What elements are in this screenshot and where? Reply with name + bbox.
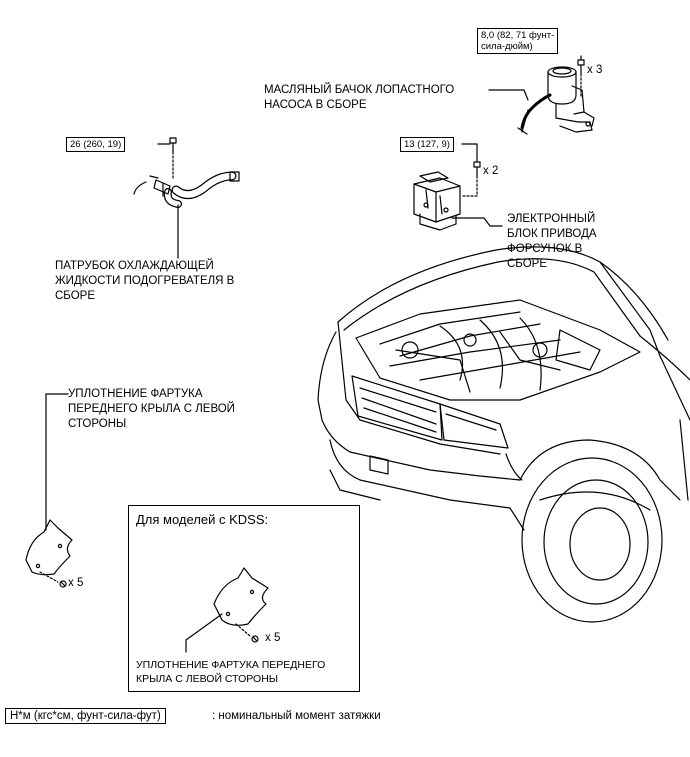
torque-unit-legend-box: Н*м (кгс*см, фунт-сила-фут)	[5, 708, 166, 724]
heater-hose-bolt-icon	[169, 137, 177, 153]
injector-driver-label-line-1: ЭЛЕКТРОННЫЙ	[507, 213, 596, 225]
injector-bolt-dash	[461, 175, 478, 197]
oil-reservoir-drawing	[517, 66, 595, 135]
reservoir-bolt-qty: x 3	[587, 64, 603, 76]
reservoir-label-leader	[488, 89, 529, 101]
injector-torque-leader	[461, 143, 478, 163]
fender-seal-drawing	[25, 519, 73, 576]
heater-hose-label-line-2: ЖИДКОСТИ ПОДОГРЕВАТЕЛЯ В	[55, 275, 235, 287]
injector-label-leader	[451, 217, 503, 227]
kdss-models-box	[128, 505, 360, 692]
fender-seal-label-line-2: ПЕРЕДНЕГО КРЫЛА С ЛЕВОЙ	[68, 403, 235, 415]
injector-bolt-qty: x 2	[483, 165, 499, 177]
fender-seal-label-leader	[45, 393, 69, 531]
oil-reservoir-label: МАСЛЯНЫЙ БАЧОК ЛОПАСТНОГО НАСОСА В СБОРЕ	[264, 83, 454, 113]
reservoir-torque-line-2: сила-дюйм)	[481, 41, 533, 52]
injector-driver-label: ЭЛЕКТРОННЫЙ БЛОК ПРИВОДА ФОРСУНОК В СБОР…	[507, 212, 597, 272]
heater-hose-label: ПАТРУБОК ОХЛАЖДАЮЩЕЙ ЖИДКОСТИ ПОДОГРЕВАТ…	[55, 259, 234, 304]
fender-seal-label-line-1: УПЛОТНЕНИЕ ФАРТУКА	[68, 388, 203, 400]
injector-driver-label-line-3: ФОРСУНОК В	[507, 243, 583, 255]
kdss-fender-seal-label-line-1: УПЛОТНЕНИЕ ФАРТУКА ПЕРЕДНЕГО	[136, 659, 326, 671]
fender-seal-screw-dash	[39, 571, 59, 583]
heater-hose-label-line-1: ПАТРУБОК ОХЛАЖДАЮЩЕЙ	[55, 260, 214, 272]
kdss-screw-icon	[251, 635, 259, 643]
kdss-label-leader	[185, 613, 223, 653]
injector-driver-label-line-2: БЛОК ПРИВОДА	[507, 228, 597, 240]
heater-hose-drawing	[133, 171, 240, 208]
injector-bolt-icon	[473, 161, 481, 177]
fender-seal-screw-icon	[59, 580, 67, 588]
heater-hose-torque-spec: 26 (260, 19)	[66, 137, 126, 152]
torque-legend-description: : номинальный момент затяжки	[212, 710, 381, 722]
fender-seal-label-line-3: СТОРОНЫ	[68, 418, 127, 430]
kdss-screw-dash	[235, 623, 251, 637]
oil-reservoir-label-line-2: НАСОСА В СБОРЕ	[264, 99, 367, 111]
kdss-fender-seal-label-line-2: КРЫЛА С ЛЕВОЙ СТОРОНЫ	[136, 673, 279, 685]
vehicle-front-drawing	[317, 246, 690, 623]
injector-driver-drawing	[413, 171, 461, 231]
injector-driver-label-line-4: СБОРЕ	[507, 258, 548, 270]
heater-hose-label-line-3: СБОРЕ	[55, 290, 96, 302]
fender-seal-label: УПЛОТНЕНИЕ ФАРТУКА ПЕРЕДНЕГО КРЫЛА С ЛЕВ…	[68, 387, 235, 432]
reservoir-torque-spec: 8,0 (82, 71 фунт- сила-дюйм)	[477, 28, 559, 54]
kdss-screw-qty: x 5	[265, 632, 281, 644]
oil-reservoir-label-line-1: МАСЛЯНЫЙ БАЧОК ЛОПАСТНОГО	[264, 84, 455, 96]
kdss-box-title: Для моделей с KDSS:	[136, 512, 269, 527]
kdss-fender-seal-label: УПЛОТНЕНИЕ ФАРТУКА ПЕРЕДНЕГО КРЫЛА С ЛЕВ…	[136, 658, 325, 686]
injector-torque-spec: 13 (127, 9)	[400, 137, 454, 152]
fender-seal-screw-qty: x 5	[68, 577, 84, 589]
reservoir-bolt-icon	[577, 59, 585, 75]
reservoir-torque-line-1: 8,0 (82, 71 фунт-	[481, 30, 555, 41]
